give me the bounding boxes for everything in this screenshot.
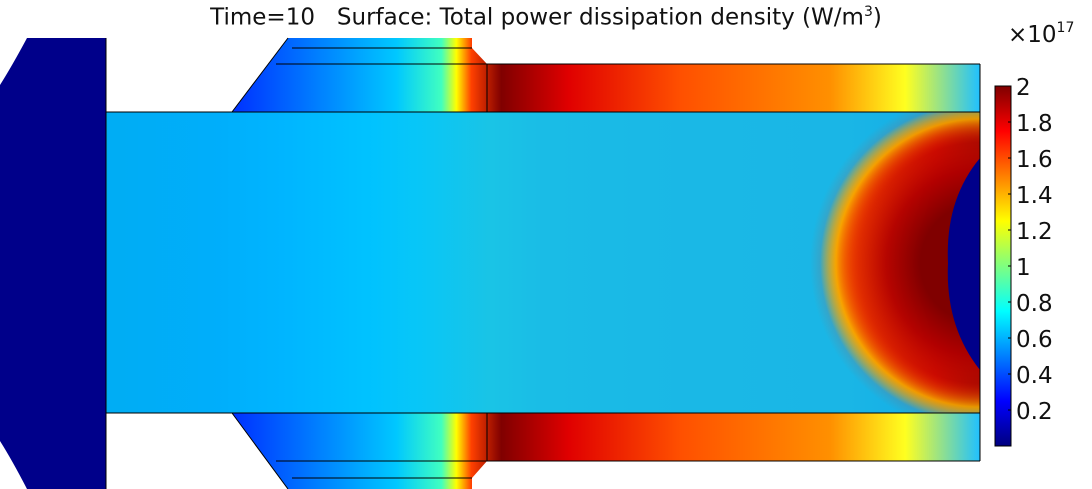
title-exponent: 3 — [863, 4, 873, 20]
plot-title: Time=10 Surface: Total power dissipation… — [0, 4, 1092, 31]
colorbar-tick-label: 0.8 — [1016, 291, 1053, 317]
colorbar-tick-label: 1.8 — [1016, 111, 1053, 137]
lower-domain — [232, 413, 980, 489]
colorbar-tick-label: 1.4 — [1016, 183, 1053, 209]
colorbar-tick-label: 2 — [1016, 75, 1031, 101]
colorbar-ticks: 2 1.8 1.6 1.4 1.2 1 0.8 0.6 0.4 0.2 — [1008, 75, 1053, 425]
title-close: ) — [872, 4, 882, 31]
upper-domain — [232, 38, 980, 112]
colorbar-multiplier: ×1017 — [1008, 20, 1074, 48]
right-cold-region — [947, 158, 980, 370]
mesh-boundaries — [105, 37, 981, 489]
left-block-domain — [0, 38, 106, 489]
colorbar-tick-label: 1 — [1016, 255, 1031, 281]
title-surface: Surface: Total power dissipation density… — [336, 4, 864, 31]
title-time: Time=10 — [210, 4, 315, 31]
colorbar-tick-label: 0.2 — [1016, 399, 1053, 425]
right-hotspot — [700, 112, 980, 413]
colorbar-tick-label: 0.4 — [1016, 363, 1053, 389]
colorbar-tick-label: 1.6 — [1016, 147, 1053, 173]
colorbar-tick-label: 1.2 — [1016, 219, 1053, 245]
colorbar-tick-label: 0.6 — [1016, 327, 1053, 353]
